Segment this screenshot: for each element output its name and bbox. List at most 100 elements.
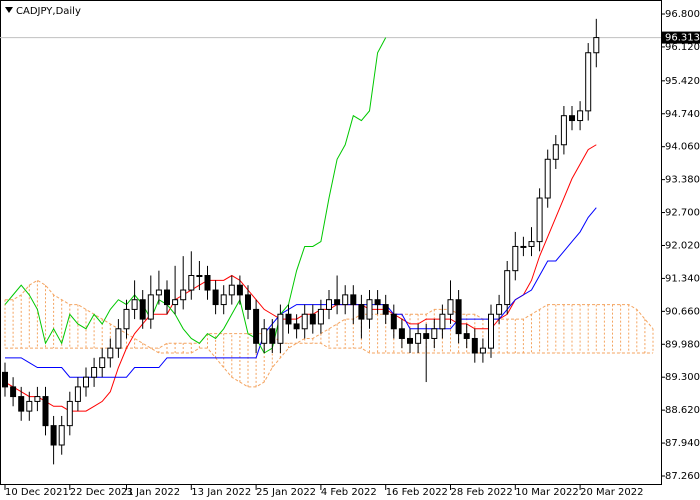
candle-body — [520, 245, 527, 248]
x-tick-label: 28 Feb 2022 — [451, 487, 513, 498]
candle-body — [66, 400, 73, 427]
y-tick-label: 90.660 — [665, 306, 700, 317]
candle-body — [26, 400, 33, 412]
y-tick-label: 95.420 — [665, 76, 700, 87]
y-tick-label: 89.980 — [665, 339, 700, 350]
candle-body — [504, 270, 511, 306]
chart-title: CADJPY,Daily — [16, 6, 81, 17]
candle-body — [236, 284, 243, 296]
candle-body — [512, 245, 519, 272]
candle-body — [196, 275, 203, 278]
candle-body — [366, 299, 373, 320]
candle-body — [342, 294, 349, 306]
y-tick-label: 92.700 — [665, 208, 700, 219]
candle-body — [269, 328, 276, 344]
candle-body — [139, 299, 146, 320]
candle-body — [544, 158, 551, 199]
candle-body — [220, 294, 227, 306]
candle-body — [374, 299, 381, 306]
candle-body — [447, 299, 454, 315]
candle-body — [18, 396, 25, 412]
x-tick-label: 16 Feb 2022 — [386, 487, 448, 498]
candle-body — [285, 313, 292, 325]
price-tag-label: 96.313 — [665, 33, 700, 44]
y-tick-label: 96.120 — [665, 42, 700, 53]
y-tick-label: 94.060 — [665, 142, 700, 153]
menu-triangle[interactable] — [5, 7, 13, 13]
y-tick-label: 87.940 — [665, 438, 700, 449]
y-tick-label: 96.800 — [665, 9, 700, 20]
y-tick-label: 94.740 — [665, 109, 700, 120]
candle-body — [569, 115, 575, 122]
candle-body — [463, 333, 470, 339]
candle-body — [58, 425, 65, 446]
x-tick-label: 10 Mar 2022 — [515, 487, 578, 498]
x-tick-label: 10 Dec 2021 — [5, 487, 69, 498]
candle-body — [180, 289, 187, 301]
candle-body — [407, 337, 413, 344]
candle-body — [496, 304, 503, 315]
candle-body — [585, 52, 592, 112]
candle-body — [204, 275, 211, 291]
y-tick-label: 92.020 — [665, 240, 700, 251]
candle-body — [423, 333, 430, 339]
candle-body — [455, 299, 462, 335]
candle-body — [479, 347, 486, 354]
candle-body — [83, 376, 89, 388]
candle-body — [115, 328, 122, 349]
candle-body — [91, 367, 98, 378]
candle-body — [415, 333, 422, 344]
candle-body — [228, 284, 235, 296]
y-tick-label: 87.260 — [665, 471, 700, 482]
candle-body — [74, 386, 81, 402]
x-tick-label: 22 Dec 2021 — [70, 487, 134, 498]
indicator-line — [4, 144, 597, 412]
y-tick-label: 89.300 — [665, 372, 700, 383]
candle-body — [390, 313, 397, 330]
candle-body — [577, 110, 584, 122]
candle-body — [293, 323, 300, 330]
candle-body — [50, 425, 57, 446]
candle-body — [439, 313, 446, 330]
candle-body — [326, 299, 332, 310]
candle-body — [560, 115, 567, 146]
candle-body — [99, 357, 106, 369]
candle-body — [147, 294, 154, 320]
candle-body — [528, 241, 535, 247]
cloud-edge — [5, 279, 654, 388]
candle-body — [309, 313, 316, 325]
candle-body — [431, 328, 438, 339]
candle-body — [350, 294, 357, 306]
candle-body — [317, 308, 324, 325]
candle-body — [245, 294, 251, 310]
candle-body — [382, 304, 389, 315]
candle-body — [155, 289, 162, 296]
y-tick-label: 91.340 — [665, 273, 700, 284]
candle-body — [10, 386, 17, 398]
candle-body — [164, 289, 170, 306]
candle-body — [277, 313, 284, 344]
candle-body — [123, 308, 130, 330]
candle-body — [261, 328, 268, 344]
indicator-line — [4, 37, 387, 354]
candle-body — [188, 275, 195, 291]
candle-body — [398, 328, 405, 339]
x-tick-label: 4 Feb 2022 — [321, 487, 377, 498]
candle-body — [253, 308, 260, 344]
price-tag — [662, 31, 700, 44]
candle-body — [358, 304, 365, 320]
y-tick-label: 88.620 — [665, 405, 700, 416]
candle-body — [212, 289, 219, 306]
candle-body — [107, 347, 114, 359]
candle-body — [172, 299, 179, 306]
candle-body — [131, 299, 138, 310]
y-tick-label: 93.380 — [665, 175, 700, 186]
candle-body — [334, 299, 341, 306]
candle-body — [301, 313, 308, 330]
candle-body — [34, 396, 41, 402]
candle-body — [42, 396, 49, 427]
candle-body — [593, 37, 600, 54]
candle-body — [2, 371, 8, 388]
candle-body — [552, 144, 559, 160]
